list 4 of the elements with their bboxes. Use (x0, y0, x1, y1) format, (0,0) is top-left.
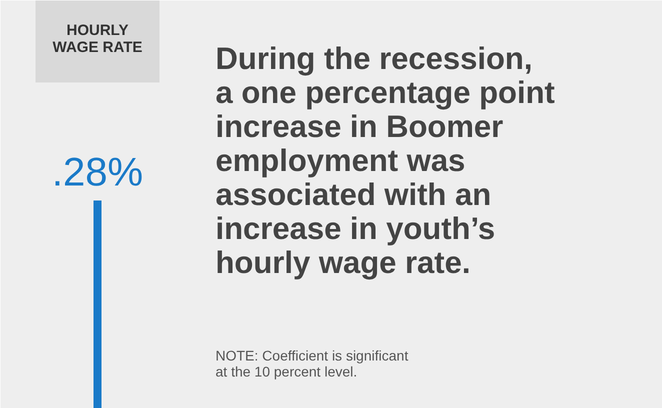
x-tick-label: HOURLY WAGE RATE (52, 22, 142, 56)
text: NOTE: Coefficient is significant at the 10 percent level. (216, 348, 408, 380)
data-label: .28% (52, 150, 144, 194)
text: During the recession, a one percentage point increase in Boomer employment was associated with an increase in youth’s hourly wage rate. (216, 41, 555, 280)
